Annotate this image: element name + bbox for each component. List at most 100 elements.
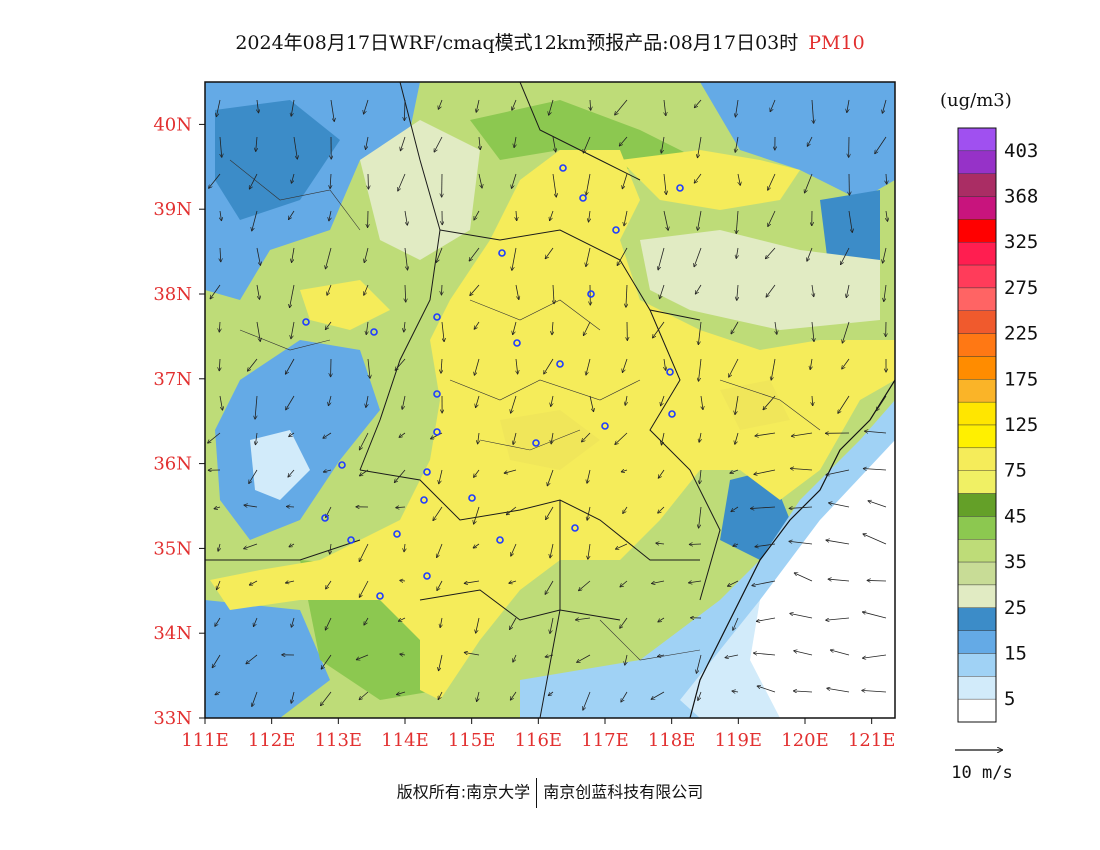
footer-separator [536,778,538,808]
wind-arrow [219,358,220,371]
wind-arrow [842,358,850,369]
wind-arrow [291,321,295,339]
colorbar-bin [957,401,997,426]
wind-arrow [763,395,776,410]
wind-arrow [404,210,407,226]
wind-arrow [661,136,665,153]
wind-arrow [736,210,738,234]
wind-arrow [733,544,739,546]
city-marker [433,313,441,321]
wind-arrow [464,580,480,583]
lon-label-111E: 111E [181,730,229,751]
wind-arrow [752,580,776,586]
wind-arrow [513,432,517,445]
wind-arrow [625,654,627,665]
map-title: 2024年08月17日WRF/cmaq模式12km预报产品:08月17日03时 P… [0,28,1100,55]
wind-arrow [766,284,776,297]
wind-arrow [663,210,668,231]
wind-arrow [664,99,666,116]
footer-owner: 版权所有:南京大学 [396,782,531,802]
wind-arrow [479,136,480,150]
wind-arrow [474,358,480,376]
wind-arrow [545,580,554,595]
wind-arrow [256,247,261,266]
wind-arrow [286,395,295,410]
wind-arrow [848,210,852,233]
lat-label-35N: 35N [153,538,192,559]
wind-arrow [438,99,443,110]
wind-arrow [663,173,666,195]
city-marker [347,536,355,544]
city-marker [601,422,609,430]
wind-arrow [581,432,591,442]
wind-arrow [699,506,702,528]
wind-arrow [810,358,812,370]
wind-arrow [694,247,702,267]
wind-arrow [549,99,554,116]
wind-arrow [812,284,814,297]
wind-arrow [698,358,702,382]
city-marker [676,184,684,192]
wind-arrow [244,505,258,507]
wind-arrow [696,654,702,674]
wind-arrow [404,99,405,121]
wind-arrow [439,469,443,484]
wind-arrow [436,580,443,591]
wind-arrow [659,284,665,299]
lat-label-34N: 34N [153,623,192,644]
wind-arrow [516,358,518,374]
wind-arrow [321,654,332,669]
wind-arrow [291,99,295,117]
wind-arrow [547,469,554,486]
wind-arrow [433,136,443,152]
wind-arrow [737,284,738,301]
wind-arrow [789,541,813,545]
wind-arrow [735,136,739,153]
wind-arrow [587,469,591,484]
colorbar-label-225: 225 [1004,323,1038,345]
wind-arrow [730,469,739,473]
wind-arrow [398,173,406,191]
wind-arrow [847,99,849,113]
wind-arrow [330,173,331,189]
colorbar-label-368: 368 [1004,186,1038,208]
wind-arrow [753,653,776,656]
city-marker [587,290,595,298]
wind-arrow [509,617,517,630]
wind-arrow [626,284,627,308]
colorbar-bin [957,561,997,586]
wind-arrow [320,691,332,706]
colorbar-bin [957,653,997,677]
wind-arrow [325,580,332,589]
city-marker [532,439,540,447]
wind-arrow [651,691,665,700]
wind-arrow [882,99,887,114]
wind-arrow [588,543,591,560]
wind-arrow [291,617,295,628]
wind-arrow [884,284,887,302]
wind-arrow [440,617,442,628]
lon-label-119E: 119E [715,730,763,751]
wind-arrow [735,395,739,415]
wind-arrow [862,612,887,619]
wind-arrow [288,432,295,437]
wind-arrow [657,655,665,657]
pollutant-label: PM10 [808,32,865,54]
wind-arrow [215,617,221,627]
wind-arrow [469,247,480,261]
wind-arrow [578,580,591,591]
colorbar-bin [957,127,997,152]
wind-arrow [286,506,295,507]
wind-arrow [437,543,443,558]
wind-arrow [478,432,479,444]
wind-arrow [552,173,556,197]
wind-arrow [664,358,666,371]
wind-arrow [256,136,257,152]
province-boundaries [205,82,721,718]
colorbar-bin [957,516,997,540]
wind-arrow [550,543,554,558]
wind-arrow [658,617,665,622]
city-marker [420,496,428,504]
wind-arrow [576,654,591,663]
